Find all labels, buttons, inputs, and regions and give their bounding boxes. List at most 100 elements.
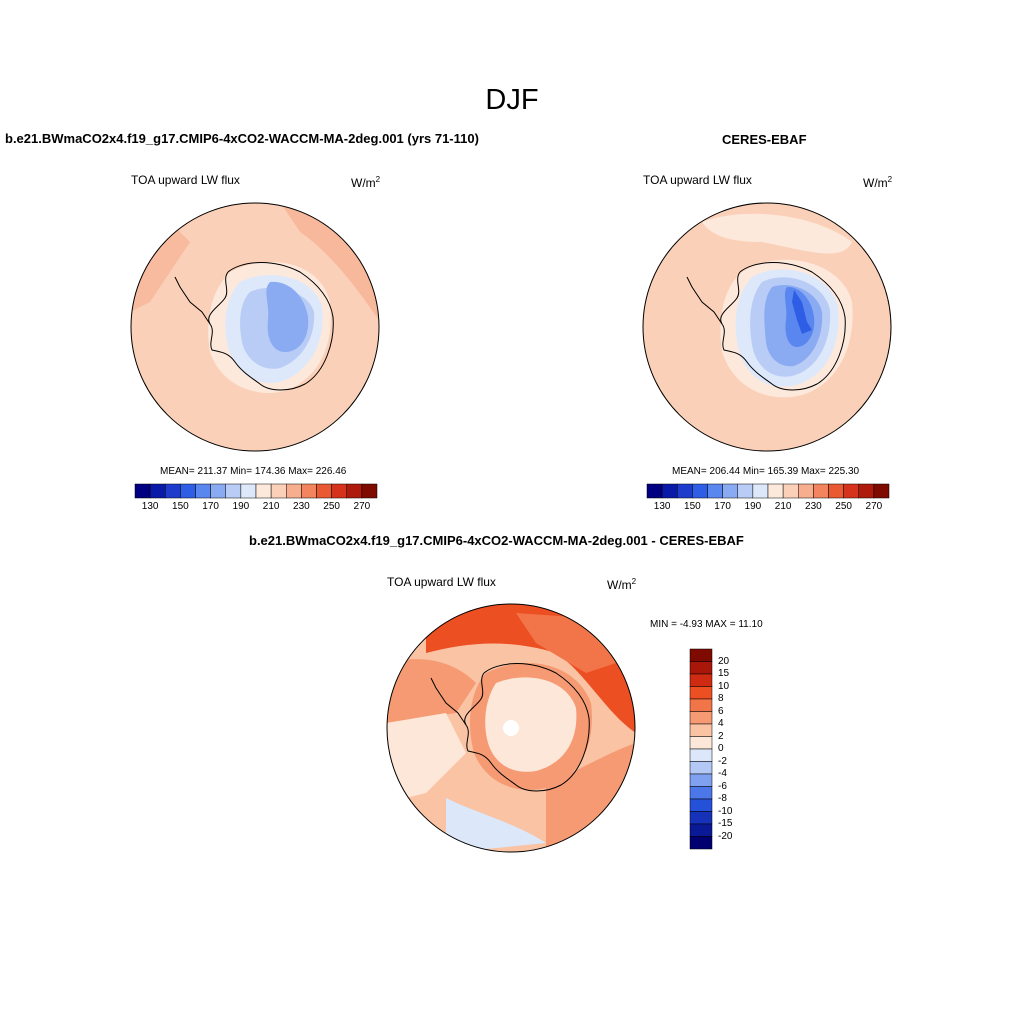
diff-colorbar bbox=[689, 648, 713, 850]
colorbar-swatch bbox=[180, 483, 196, 499]
diff-polar-map bbox=[386, 603, 636, 853]
model-panel-title: b.e21.BWmaCO2x4.f19_g17.CMIP6-4xCO2-WACC… bbox=[5, 131, 479, 146]
colorbar-tick-label: 150 bbox=[172, 501, 189, 512]
colorbar-swatch bbox=[689, 648, 713, 662]
colorbar-swatch bbox=[722, 483, 738, 499]
colorbar-swatch bbox=[752, 483, 769, 499]
colorbar-swatch bbox=[798, 483, 814, 499]
colorbar-tick-label: 150 bbox=[684, 501, 701, 512]
colorbar-swatch bbox=[316, 483, 332, 499]
colorbar-swatch bbox=[689, 698, 713, 712]
model-colorbar bbox=[134, 483, 378, 499]
colorbar-swatch bbox=[689, 836, 713, 850]
colorbar-swatch bbox=[255, 483, 272, 499]
colorbar-swatch bbox=[689, 811, 713, 825]
obs-stats: MEAN= 206.44 Min= 165.39 Max= 225.30 bbox=[672, 466, 860, 477]
colorbar-swatch bbox=[301, 483, 317, 499]
colorbar-tick-label: -8 bbox=[718, 793, 727, 804]
colorbar-swatch bbox=[134, 483, 151, 499]
model-stats: MEAN= 211.37 Min= 174.36 Max= 226.46 bbox=[160, 466, 347, 477]
colorbar-tick-label: 170 bbox=[202, 501, 219, 512]
colorbar-swatch bbox=[813, 483, 829, 499]
colorbar-swatch bbox=[677, 483, 693, 499]
diff-colorbar-labels: 20 15 10 8 6 4 2 0 -2 -4 -6 -8 -10 -15 -20 bbox=[718, 649, 758, 849]
colorbar-tick-label: 250 bbox=[835, 501, 852, 512]
colorbar-tick-label: -6 bbox=[718, 780, 727, 792]
colorbar-swatch bbox=[692, 483, 708, 499]
colorbar-tick-label: 130 bbox=[141, 501, 159, 512]
colorbar-swatch bbox=[225, 483, 242, 499]
obs-polar-map bbox=[642, 202, 892, 452]
obs-colorbar-labels: 130 150 170 190 210 230 250 270 bbox=[647, 501, 889, 515]
colorbar-swatch bbox=[689, 748, 713, 762]
colorbar-tick-label: -2 bbox=[718, 755, 727, 767]
diff-panel-title: b.e21.BWmaCO2x4.f19_g17.CMIP6-4xCO2-WACC… bbox=[249, 533, 744, 548]
season-title: DJF bbox=[485, 84, 539, 116]
colorbar-tick-label: 170 bbox=[714, 501, 731, 512]
colorbar-swatch bbox=[767, 483, 784, 499]
colorbar-swatch bbox=[689, 723, 713, 737]
colorbar-swatch bbox=[843, 483, 859, 499]
obs-panel-title: CERES-EBAF bbox=[722, 132, 807, 147]
colorbar-tick-label: -4 bbox=[718, 768, 727, 779]
colorbar-tick-label: 210 bbox=[774, 501, 792, 512]
colorbar-tick-label: -20 bbox=[718, 830, 733, 842]
colorbar-swatch bbox=[689, 798, 713, 812]
colorbar-tick-label: 0 bbox=[718, 743, 724, 754]
colorbar-swatch bbox=[165, 483, 181, 499]
colorbar-tick-label: 8 bbox=[718, 693, 724, 704]
colorbar-tick-label: 4 bbox=[718, 718, 724, 729]
colorbar-swatch bbox=[346, 483, 363, 499]
colorbar-swatch bbox=[689, 661, 713, 675]
colorbar-tick-label: 230 bbox=[293, 501, 310, 512]
colorbar-swatch bbox=[782, 483, 799, 499]
colorbar-swatch bbox=[240, 483, 257, 499]
colorbar-tick-label: 250 bbox=[323, 501, 340, 512]
colorbar-swatch bbox=[149, 483, 166, 499]
colorbar-swatch bbox=[828, 483, 844, 499]
model-polar-map bbox=[130, 202, 380, 452]
colorbar-swatch bbox=[689, 773, 713, 787]
colorbar-swatch bbox=[646, 483, 663, 499]
colorbar-swatch bbox=[737, 483, 754, 499]
colorbar-swatch bbox=[689, 786, 713, 800]
colorbar-tick-label: 190 bbox=[744, 501, 762, 512]
colorbar-tick-label: 230 bbox=[805, 501, 822, 512]
colorbar-swatch bbox=[286, 483, 302, 499]
obs-variable-label: TOA upward LW flux bbox=[643, 173, 752, 187]
colorbar-swatch bbox=[331, 483, 347, 499]
colorbar-swatch bbox=[689, 736, 713, 750]
colorbar-swatch bbox=[195, 483, 211, 499]
model-colorbar-labels: 130 150 170 190 210 230 250 270 bbox=[135, 501, 377, 515]
colorbar-swatch bbox=[270, 483, 287, 499]
colorbar-tick-label: -10 bbox=[718, 805, 733, 817]
colorbar-tick-label: 190 bbox=[232, 501, 250, 512]
colorbar-swatch bbox=[361, 483, 378, 499]
obs-units-label: W/m2 bbox=[863, 175, 893, 190]
colorbar-swatch bbox=[689, 711, 713, 725]
obs-colorbar bbox=[646, 483, 890, 499]
colorbar-tick-label: 270 bbox=[353, 501, 371, 512]
diff-stats: MIN = -4.93 MAX = 11.10 bbox=[650, 619, 763, 630]
colorbar-tick-label: -15 bbox=[718, 818, 733, 829]
colorbar-tick-label: 130 bbox=[653, 501, 671, 512]
colorbar-tick-label: 15 bbox=[718, 668, 730, 679]
colorbar-swatch bbox=[210, 483, 226, 499]
colorbar-tick-label: 10 bbox=[718, 680, 730, 692]
colorbar-tick-label: 20 bbox=[718, 655, 730, 667]
colorbar-swatch bbox=[689, 673, 713, 687]
colorbar-swatch bbox=[707, 483, 723, 499]
model-units-label: W/m2 bbox=[351, 175, 381, 190]
colorbar-tick-label: 2 bbox=[718, 730, 724, 742]
colorbar-swatch bbox=[689, 823, 713, 837]
colorbar-tick-label: 210 bbox=[262, 501, 280, 512]
diff-variable-label: TOA upward LW flux bbox=[387, 575, 496, 589]
colorbar-swatch bbox=[689, 761, 713, 775]
colorbar-swatch bbox=[661, 483, 678, 499]
colorbar-tick-label: 270 bbox=[865, 501, 883, 512]
model-variable-label: TOA upward LW flux bbox=[131, 173, 240, 187]
colorbar-swatch bbox=[873, 483, 890, 499]
colorbar-swatch bbox=[689, 686, 713, 700]
diff-units-label: W/m2 bbox=[607, 577, 637, 592]
colorbar-tick-label: 6 bbox=[718, 705, 724, 717]
